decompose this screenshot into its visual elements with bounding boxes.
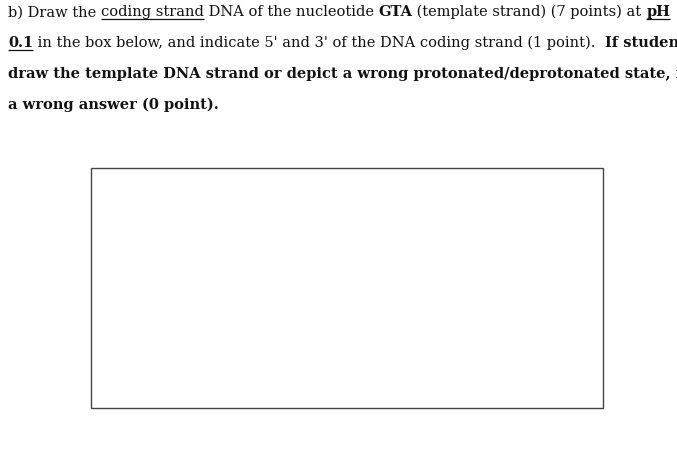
Text: in the box below, and indicate 5' and 3' of the DNA coding strand (1 point).: in the box below, and indicate 5' and 3'… <box>33 36 605 50</box>
Text: a wrong answer (0 point).: a wrong answer (0 point). <box>8 98 219 112</box>
Text: 0.1: 0.1 <box>8 37 33 50</box>
Text: b) Draw the: b) Draw the <box>8 6 101 19</box>
Text: pH: pH <box>647 6 670 19</box>
FancyBboxPatch shape <box>91 168 603 408</box>
Text: DNA of the nucleotide: DNA of the nucleotide <box>204 6 378 19</box>
Text: (template strand) (7 points) at: (template strand) (7 points) at <box>412 5 647 19</box>
Text: If students: If students <box>605 37 677 50</box>
Text: GTA: GTA <box>378 6 412 19</box>
Text: coding strand: coding strand <box>101 6 204 19</box>
Text: draw the template DNA strand or depict a wrong protonated/deprotonated state, it: draw the template DNA strand or depict a… <box>8 68 677 81</box>
